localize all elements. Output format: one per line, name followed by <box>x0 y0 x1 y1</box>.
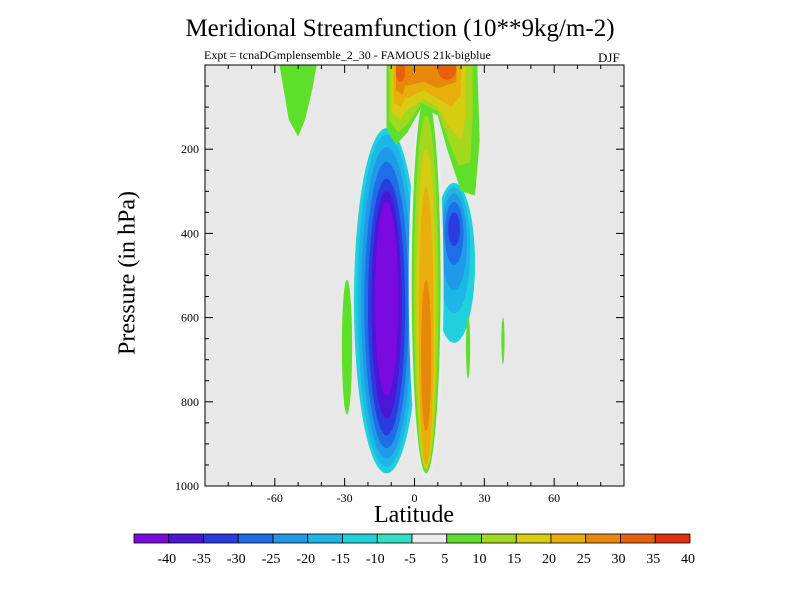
contour-fills <box>279 65 505 482</box>
colorbar-swatch <box>237 533 274 544</box>
colorbar-label: 25 <box>577 552 591 567</box>
colorbar-label: -20 <box>296 552 315 567</box>
colorbar-swatch <box>481 533 517 544</box>
colorbar-swatch <box>133 533 170 544</box>
colorbar-label: -25 <box>262 552 281 567</box>
chart-subtitle: Expt = tcnaDGmplensemble_2_30 - FAMOUS 2… <box>204 48 491 62</box>
y-tick-label: 400 <box>181 226 199 240</box>
season-label: DJF <box>598 50 620 65</box>
contour-pos-10-polar <box>279 65 317 137</box>
colorbar-swatch <box>376 533 413 544</box>
colorbar-swatch <box>342 533 378 544</box>
colorbar-label: 10 <box>473 552 487 567</box>
plot-area <box>204 64 625 487</box>
colorbar-label: 15 <box>507 552 521 567</box>
colorbar-label: -15 <box>331 552 350 567</box>
colorbar: -40 -35 -30 -25 -20 -15 -10 -5 5 10 15 20 25 30 35 40 <box>133 533 695 567</box>
colorbar-swatch <box>411 533 448 544</box>
x-tick-label: 60 <box>548 491 560 505</box>
y-tick-label: 200 <box>181 142 199 156</box>
colorbar-swatch <box>620 533 656 544</box>
colorbar-swatch <box>654 533 691 544</box>
colorbar-label: 20 <box>542 552 556 567</box>
contour-pos-30-col <box>421 279 432 432</box>
colorbar-swatch <box>550 533 587 544</box>
colorbar-swatch <box>446 533 482 544</box>
colorbar-label: -40 <box>157 552 176 567</box>
colorbar-swatch <box>585 533 621 544</box>
contour-pos-35-upper-a <box>395 65 406 82</box>
colorbar-label: 40 <box>681 552 695 567</box>
contour-pos-10-small-b <box>465 315 471 379</box>
y-tick-label: 1000 <box>175 479 199 493</box>
y-tick-label: 600 <box>181 311 199 325</box>
x-tick-label: 0 <box>412 491 418 505</box>
colorbar-swatch <box>272 533 309 544</box>
y-axis: 200 400 600 800 1000 <box>175 64 624 493</box>
colorbar-label: -35 <box>192 552 211 567</box>
y-axis-label: Pressure (in hPa) <box>114 191 141 355</box>
colorbar-label: 30 <box>612 552 626 567</box>
contour-neg-30-nh <box>448 212 460 247</box>
colorbar-label: 35 <box>646 552 660 567</box>
x-tick-label: -30 <box>337 491 353 505</box>
chart-title: Meridional Streamfunction (10**9kg/m-2) <box>185 15 615 42</box>
contour-pos-10-small-c <box>501 317 505 364</box>
colorbar-swatch <box>307 533 343 544</box>
contour-neg-40-sh <box>374 201 399 396</box>
contour-pos-10-small-a <box>341 279 353 415</box>
colorbar-swatch <box>203 533 239 544</box>
contour-pos-35-upper-b <box>437 65 457 80</box>
colorbar-label: -10 <box>366 552 385 567</box>
x-tick-label: 30 <box>478 491 490 505</box>
colorbar-swatch <box>168 533 204 544</box>
colorbar-label: 5 <box>441 552 448 567</box>
x-axis: -60 -30 0 30 60 <box>204 65 625 505</box>
x-tick-label: -60 <box>267 491 283 505</box>
colorbar-label: -5 <box>404 552 416 567</box>
x-axis-label: Latitude <box>374 502 454 528</box>
y-tick-label: 800 <box>181 395 199 409</box>
colorbar-label: -30 <box>227 552 246 567</box>
colorbar-swatch <box>515 533 552 544</box>
